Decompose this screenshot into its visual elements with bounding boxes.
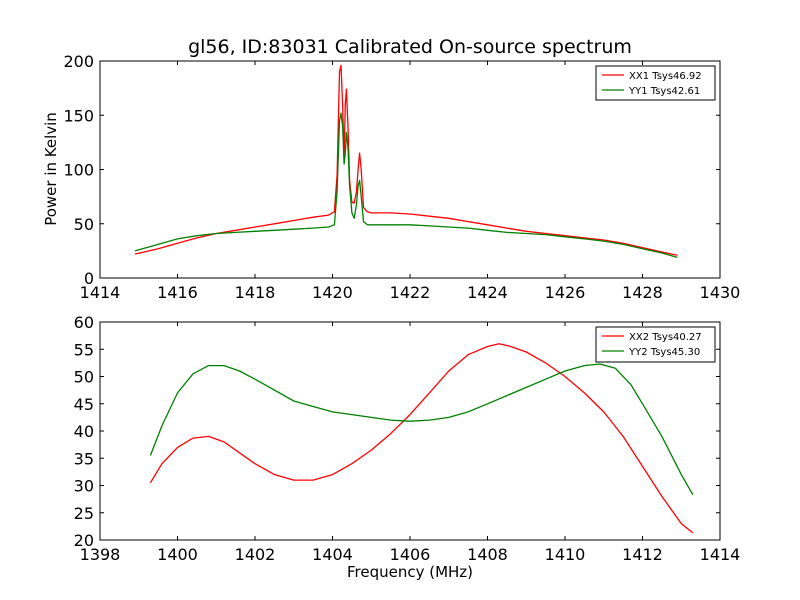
top-panel-plot: 1414 1416 1418 1420 1422 1424 1426 1428 1430 0 50 1… [63, 52, 740, 302]
x-tick-label: 1418 [235, 283, 276, 302]
x-tick-label: 1414 [700, 545, 741, 564]
x-tick-label: 1408 [467, 545, 508, 564]
legend-box [595, 326, 716, 363]
legend-label: XX2 Tsys40.27 [629, 332, 702, 343]
y-tick-label: 0 [84, 269, 94, 288]
x-tick-label: 1402 [235, 545, 276, 564]
y-tick-label: 30 [74, 477, 94, 496]
x-tick-label: 1426 [545, 283, 586, 302]
series-line-yy [149, 363, 694, 496]
x-tick-label: 1410 [545, 545, 586, 564]
x-tick-label: 1404 [312, 545, 353, 564]
y-tick-label: 20 [74, 531, 94, 550]
x-axis-label: Frequency (MHz) [347, 563, 473, 581]
y-tick-label: 200 [63, 52, 94, 71]
legend-box [595, 65, 716, 101]
x-tick-label: 1414 [80, 283, 121, 302]
series-line-xx [149, 343, 694, 534]
x-tick-label: 1412 [622, 545, 663, 564]
legend-label: YY1 Tsys42.61 [628, 86, 700, 97]
series-line-xx [134, 64, 678, 256]
x-tick-label: 1400 [157, 545, 198, 564]
bottom-panel-plot: 1398 1400 1402 1404 1406 1408 1410 1412 1414 20 25… [74, 313, 741, 564]
x-tick-label: 1398 [80, 545, 121, 564]
chart-legend: XX2 Tsys40.27 YY2 Tsys45.30 [595, 326, 716, 363]
y-tick-label: 60 [74, 313, 94, 332]
legend-label: XX1 Tsys46.92 [629, 71, 702, 82]
y-tick-label: 100 [63, 161, 94, 180]
chart-title: gl56, ID:83031 Calibrated On-source spec… [188, 36, 632, 58]
y-axis-label: Power in Kelvin [42, 112, 60, 226]
x-tick-label: 1424 [467, 283, 508, 302]
y-tick-label: 50 [74, 215, 94, 234]
chart-legend: XX1 Tsys46.92 YY1 Tsys42.61 [595, 65, 716, 101]
x-tick-label: 1428 [622, 283, 663, 302]
x-tick-label: 1430 [700, 283, 741, 302]
y-tick-label: 150 [63, 106, 94, 125]
y-tick-label: 35 [74, 449, 94, 468]
y-tick-label: 45 [74, 395, 94, 414]
x-tick-label: 1420 [312, 283, 353, 302]
x-tick-label: 1422 [390, 283, 431, 302]
x-tick-label: 1406 [390, 545, 431, 564]
y-tick-label: 25 [74, 504, 94, 523]
y-tick-label: 55 [74, 340, 94, 359]
x-tick-label: 1416 [157, 283, 198, 302]
legend-label: YY2 Tsys45.30 [628, 347, 700, 358]
series-line-yy [134, 112, 678, 259]
y-tick-label: 50 [74, 368, 94, 387]
y-tick-label: 40 [74, 422, 94, 441]
